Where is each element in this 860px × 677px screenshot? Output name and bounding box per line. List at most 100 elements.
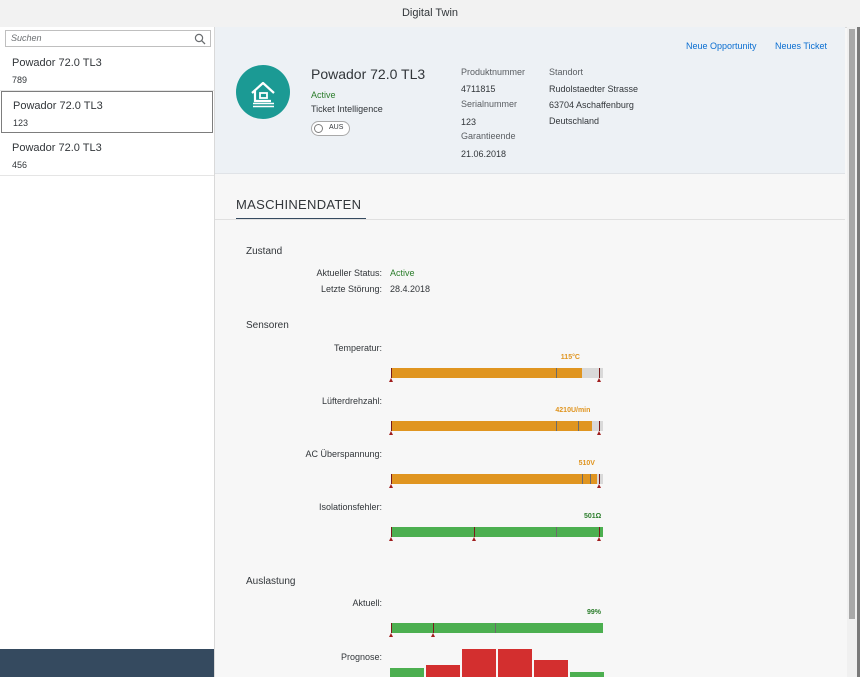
switch-knob — [314, 124, 323, 133]
bullet-marker — [596, 378, 601, 382]
aktuell-bullet-chart: 99% — [389, 609, 606, 640]
bullet-marker — [389, 633, 393, 637]
bullet-marker — [431, 633, 436, 637]
aktuell-label: Aktuell: — [352, 598, 382, 608]
stoerung-label: Letzte Störung: — [320, 284, 382, 294]
bullet-marker — [389, 537, 393, 541]
standort-land: Deutschland — [549, 116, 600, 126]
list-item-description: 456 — [12, 160, 28, 170]
bullet-value-label: 4210U/min — [555, 407, 591, 414]
zustand-title: Zustand — [246, 246, 283, 257]
object-subtitle: Ticket Intelligence — [311, 104, 383, 114]
search-field[interactable] — [5, 30, 211, 47]
prognose-label: Prognose: — [340, 652, 382, 662]
prognose-bar — [498, 649, 532, 677]
tab-maschinendaten[interactable]: MASCHINENDATEN — [236, 197, 362, 212]
bullet-marker — [596, 484, 601, 488]
object-header: Neue Opportunity Neues Ticket Powador 72… — [215, 27, 845, 174]
switch-label: AUS — [329, 124, 344, 131]
bullet-threshold-line — [581, 474, 583, 484]
produktnummer-label: Produktnummer — [461, 67, 526, 77]
list-item-title: Powador 72.0 TL3 — [12, 142, 102, 154]
toggle-switch[interactable]: AUS — [311, 121, 350, 136]
bullet-value-bar — [391, 368, 582, 378]
standort-label: Standort — [549, 67, 584, 77]
garantieende-label: Garantieende — [461, 131, 516, 141]
prognose-bar — [462, 649, 496, 677]
serialnummer-value: 123 — [461, 117, 477, 127]
app-title: Digital Twin — [401, 7, 459, 19]
standort-strasse: Rudolstaedter Strasse — [549, 84, 639, 94]
prognose-bar — [426, 665, 460, 677]
shell-header: Digital Twin — [0, 0, 860, 28]
bullet-threshold-line — [556, 368, 558, 378]
bullet-marker-line — [598, 527, 600, 537]
standort-ort: 63704 Aschaffenburg — [549, 100, 634, 110]
prognose-column-chart — [390, 642, 605, 677]
scrollbar-thumb[interactable] — [849, 29, 855, 619]
produktnummer-value: 4711815 — [461, 84, 496, 94]
search-input[interactable] — [11, 33, 191, 43]
list-item-description: 789 — [12, 75, 28, 85]
tab-underline — [236, 218, 366, 219]
serialnummer-label: Serialnummer — [461, 99, 518, 109]
bullet-marker — [471, 537, 476, 541]
bullet-marker-line — [391, 368, 392, 378]
bullet-marker-line — [391, 623, 392, 633]
bullet-value-bar — [391, 474, 597, 484]
bullet-threshold-line — [556, 527, 558, 537]
bullet-marker — [389, 484, 393, 488]
bullet-value-label: 115°C — [560, 354, 580, 361]
bullet-marker-line — [598, 474, 600, 484]
bullet-marker-line — [391, 421, 392, 431]
bullet-threshold-line — [577, 421, 579, 431]
detail-pane: Neue Opportunity Neues Ticket Powador 72… — [215, 27, 845, 677]
object-title: Powador 72.0 TL3 — [311, 66, 426, 82]
auslastung-title: Auslastung — [246, 576, 296, 587]
bullet-value-label: 99% — [587, 609, 602, 616]
machine-icon — [251, 81, 275, 108]
prognose-bar — [390, 668, 424, 677]
bullet-threshold-line — [590, 474, 592, 484]
garantieende-value: 21.06.2018 — [461, 149, 507, 159]
sensor-label: AC Überspannung: — [305, 449, 382, 459]
sensoren-title: Sensoren — [246, 320, 289, 331]
bullet-threshold-line — [556, 421, 558, 431]
bullet-value-bar — [391, 421, 593, 431]
bullet-marker-line — [433, 623, 435, 633]
stoerung-value: 28.4.2018 — [390, 284, 431, 294]
list-item-title: Powador 72.0 TL3 — [13, 100, 103, 112]
bullet-marker — [389, 378, 393, 382]
status-value: Active — [390, 268, 415, 278]
status-label: Aktueller Status: — [316, 268, 382, 278]
bullet-marker — [596, 431, 601, 435]
bullet-marker-line — [473, 527, 475, 537]
luefterdrehzahl-bullet-chart: 4210U/min — [389, 407, 606, 438]
list-item[interactable]: Powador 72.0 TL3 456 — [0, 134, 214, 176]
list-item-selected[interactable]: Powador 72.0 TL3 123 — [1, 91, 213, 133]
section-divider — [215, 219, 845, 220]
avatar — [236, 65, 290, 119]
bullet-threshold-line — [494, 623, 496, 633]
list-item-title: Powador 72.0 TL3 — [12, 57, 102, 69]
master-list-pane: Powador 72.0 TL3 789 Powador 72.0 TL3 12… — [0, 27, 215, 677]
temperatur-bullet-chart: 115°C — [389, 354, 606, 385]
bullet-marker — [596, 537, 601, 541]
prognose-bar — [570, 671, 604, 677]
bullet-value-bar — [391, 623, 603, 633]
new-ticket-link[interactable]: Neues Ticket — [775, 41, 828, 51]
sensor-label: Lüfterdrehzahl: — [321, 396, 382, 406]
search-icon[interactable] — [194, 33, 206, 45]
bullet-marker-line — [391, 527, 392, 537]
new-opportunity-link[interactable]: Neue Opportunity — [686, 41, 757, 51]
object-status: Active — [311, 90, 336, 100]
bullet-value-bar — [391, 527, 603, 537]
sensor-label: Isolationsfehler: — [318, 502, 382, 512]
sensor-label: Temperatur: — [333, 343, 382, 353]
bullet-marker-line — [598, 368, 600, 378]
list-item[interactable]: Powador 72.0 TL3 789 — [0, 49, 214, 91]
window-edge — [857, 27, 860, 677]
bullet-marker-line — [391, 474, 392, 484]
list-item-description: 123 — [13, 118, 29, 128]
scrollbar[interactable] — [847, 27, 857, 677]
